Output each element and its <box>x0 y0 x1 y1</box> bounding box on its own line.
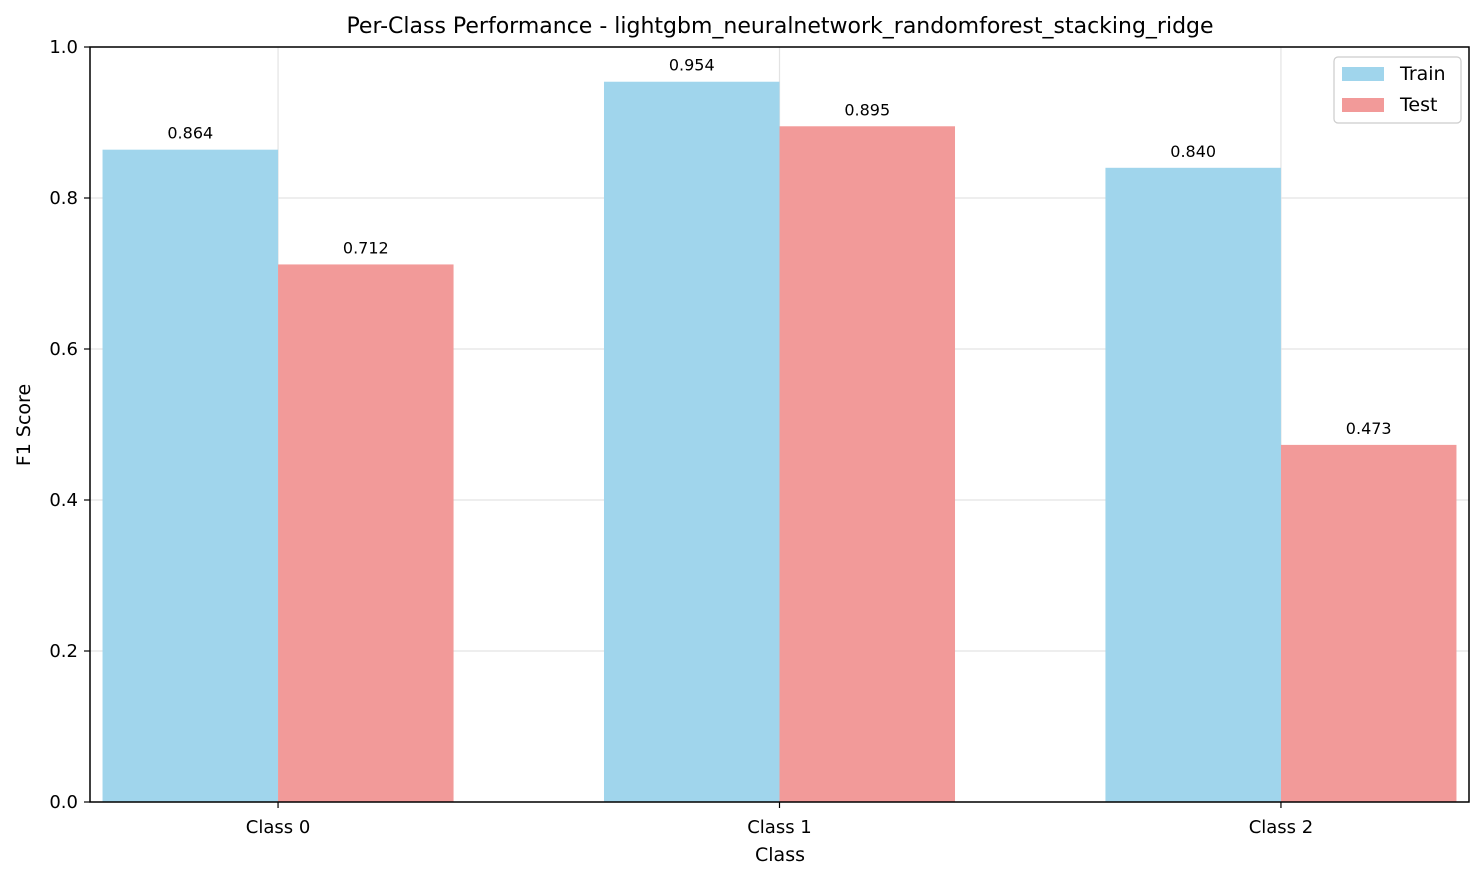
x-axis-label: Class <box>755 844 805 866</box>
x-tick-label: Class 1 <box>747 817 812 838</box>
y-tick-label: 0.8 <box>49 188 78 209</box>
data-label-train-0: 0.864 <box>167 124 213 143</box>
legend-swatch-test <box>1342 98 1384 112</box>
y-tick-label: 0.0 <box>49 792 78 813</box>
chart-title: Per-Class Performance - lightgbm_neuraln… <box>346 14 1213 39</box>
legend-label-train: Train <box>1399 63 1446 85</box>
bar-train-1 <box>603 81 780 803</box>
data-label-test-2: 0.473 <box>1346 419 1392 438</box>
y-tick-label: 0.6 <box>49 339 78 360</box>
data-labels-group: 0.864 0.954 0.840 0.712 0.895 0.473 <box>167 56 1391 438</box>
y-tick-label: 0.2 <box>49 641 78 662</box>
x-axis: Class 0 Class 1 Class 2 <box>246 802 1313 838</box>
y-axis: 0.0 0.2 0.4 0.6 0.8 1.0 <box>49 37 90 813</box>
y-tick-label: 0.4 <box>49 490 78 511</box>
legend-swatch-train <box>1342 67 1384 81</box>
bar-test-0 <box>278 264 454 802</box>
x-tick-label: Class 0 <box>246 817 311 838</box>
data-label-test-0: 0.712 <box>343 238 389 257</box>
legend: Train Test <box>1333 56 1462 124</box>
bar-test-2 <box>1280 444 1457 802</box>
data-label-train-2: 0.840 <box>1170 142 1216 161</box>
y-axis-label: F1 Score <box>13 384 35 466</box>
data-label-test-1: 0.895 <box>844 100 890 119</box>
bar-train-2 <box>1105 167 1281 803</box>
bars-group <box>102 81 1457 803</box>
data-label-train-1: 0.954 <box>669 56 715 75</box>
bar-train-0 <box>102 149 279 802</box>
x-tick-label: Class 2 <box>1249 817 1314 838</box>
bar-test-1 <box>779 126 956 802</box>
legend-label-test: Test <box>1399 94 1437 116</box>
y-tick-label: 1.0 <box>49 37 78 58</box>
